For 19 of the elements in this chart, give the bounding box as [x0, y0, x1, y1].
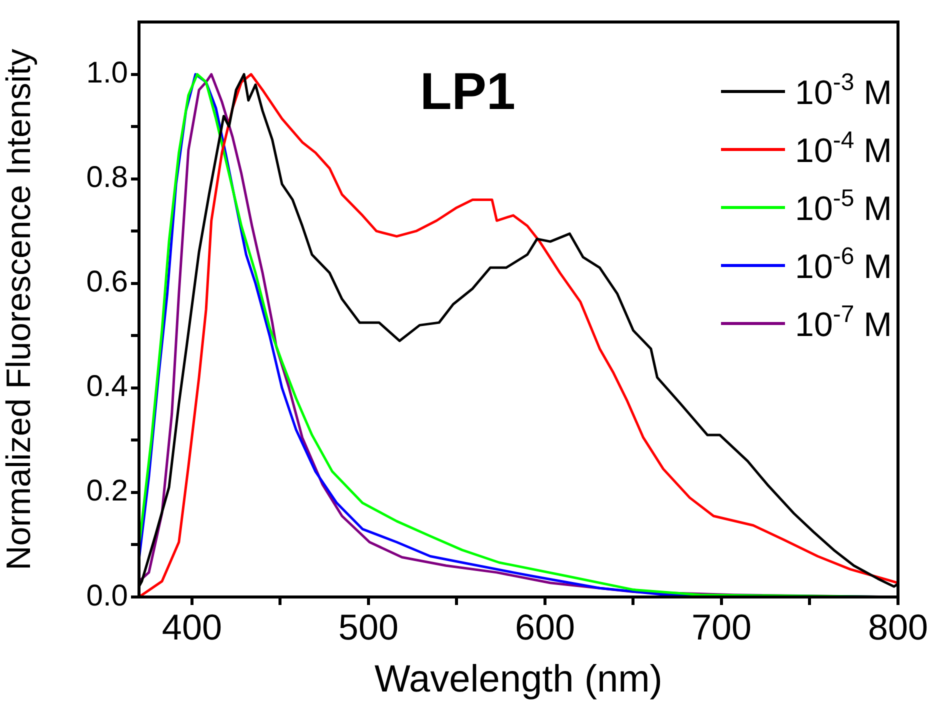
y-tick-label: 0.6 [86, 266, 128, 299]
legend-label: 10$^{-7}$ M [795, 301, 892, 345]
legend-label: 10$^{-3}$ M [795, 69, 892, 113]
x-tick-label: 700 [691, 606, 752, 648]
y-tick-label: 1.0 [86, 56, 128, 90]
y-tick-label: 0.8 [86, 161, 128, 194]
x-axis-title: Wavelength (nm) [374, 658, 662, 701]
legend-label: 10$^{-6}$ M [795, 243, 892, 287]
legend-label: 10$^{-5}$ M [795, 185, 892, 229]
x-tick-label: 500 [338, 606, 399, 648]
legend-label: 10$^{-4}$ M [795, 127, 892, 171]
y-tick-label: 0.0 [86, 579, 128, 612]
y-tick-label: 0.2 [86, 474, 128, 508]
text: LP1 [420, 62, 516, 122]
y-axis-title: Normalized Fluorescence Intensity [0, 48, 38, 570]
x-tick-label: 600 [514, 606, 576, 648]
x-tick-label: 400 [162, 606, 222, 648]
y-tick-label: 0.4 [86, 370, 128, 404]
x-tick-label: 800 [868, 606, 928, 648]
